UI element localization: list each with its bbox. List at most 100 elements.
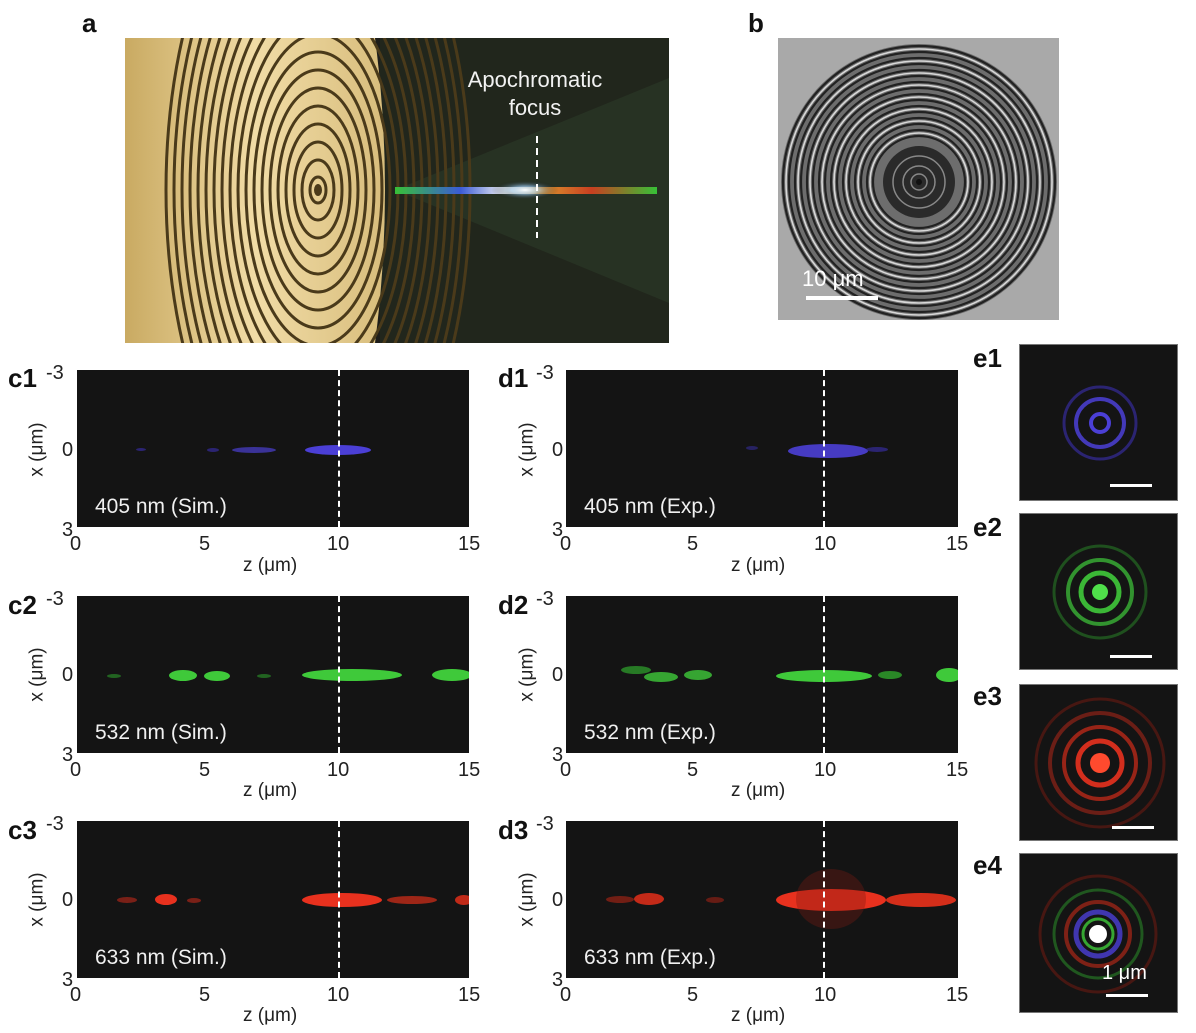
psf-panel-e4: 1 μm — [1019, 853, 1178, 1013]
focus-spot — [187, 898, 201, 903]
panel-label-d3: d3 — [498, 815, 529, 845]
x-tick: 15 — [946, 533, 969, 555]
x-tick: 10 — [327, 984, 350, 1006]
psf-panel-e2 — [1019, 513, 1178, 670]
psf-rings — [1052, 544, 1148, 640]
focus-spot — [621, 666, 651, 674]
focus-spot — [788, 444, 868, 458]
plot-c1: 405 nm (Sim.) — [77, 370, 469, 527]
focus-spot — [706, 897, 724, 903]
x-tick: 10 — [327, 759, 350, 781]
focus-spot — [684, 670, 712, 680]
focus-spot — [796, 869, 866, 929]
x-axis-label: z (μm) — [731, 780, 786, 801]
plot-c3: 633 nm (Sim.) — [77, 821, 469, 978]
x-tick: 10 — [814, 533, 837, 555]
focus-line — [338, 370, 340, 527]
scalebar-e4-label: 1 μm — [1102, 962, 1147, 984]
y-tick: 3 — [62, 744, 74, 766]
y-tick: -3 — [46, 362, 64, 384]
scalebar-b-label: 10 μm — [802, 266, 864, 291]
plot-d1: 405 nm (Exp.) — [566, 370, 958, 527]
sem-rings — [781, 44, 1057, 320]
y-tick: 3 — [62, 969, 74, 991]
focus-spot — [886, 893, 956, 907]
y-tick: 0 — [552, 889, 564, 911]
focus-spot — [107, 674, 121, 678]
psf-panel-e1 — [1019, 344, 1178, 501]
x-axis-label: z (μm) — [243, 555, 298, 576]
x-axis-label: z (μm) — [731, 555, 786, 576]
panel-label-c3: c3 — [8, 815, 37, 845]
focus-spot — [204, 671, 230, 681]
focus-spot — [207, 448, 219, 452]
apochromatic-focus-annotation: Apochromatic focus — [415, 66, 655, 122]
y-tick: 3 — [552, 969, 564, 991]
x-tick: 15 — [458, 984, 481, 1006]
annotation-line-1: Apochromatic — [467, 67, 603, 92]
x-tick: 10 — [814, 759, 837, 781]
scalebar-e1 — [1110, 484, 1152, 487]
x-tick: 5 — [687, 533, 699, 555]
x-tick: 5 — [199, 533, 211, 555]
focus-spot — [606, 896, 634, 903]
x-tick: 15 — [458, 533, 481, 555]
x-tick: 0 — [70, 984, 82, 1006]
panel-label-e4: e4 — [973, 850, 1002, 880]
focus-spot — [644, 672, 678, 682]
scalebar-e2 — [1110, 655, 1152, 658]
panel-label-c1: c1 — [8, 363, 37, 393]
focus-line — [338, 821, 340, 978]
y-tick: 0 — [62, 889, 74, 911]
x-tick: 15 — [946, 984, 969, 1006]
panel-label-a: a — [82, 8, 97, 38]
x-tick: 10 — [814, 984, 837, 1006]
x-axis-label: z (μm) — [243, 780, 298, 801]
x-axis-label: z (μm) — [243, 1005, 298, 1026]
focus-line — [823, 596, 825, 753]
plot-d3: 633 nm (Exp.) — [566, 821, 958, 978]
panel-a-image: Apochromatic focus — [125, 38, 669, 343]
y-tick: 3 — [62, 519, 74, 541]
y-tick: 3 — [552, 744, 564, 766]
focus-spot — [387, 896, 437, 904]
psf-rings — [1034, 697, 1166, 829]
y-tick: -3 — [536, 362, 554, 384]
panel-b-sem-image: 10 μm — [778, 38, 1059, 320]
panel-label-e3: e3 — [973, 681, 1002, 711]
focus-line — [823, 821, 825, 978]
focus-spot — [878, 671, 902, 679]
plot-d2: 532 nm (Exp.) — [566, 596, 958, 753]
focus-spot — [257, 674, 271, 678]
x-tick: 0 — [560, 533, 572, 555]
focus-spot — [117, 897, 137, 903]
x-tick: 5 — [199, 759, 211, 781]
focus-spot — [776, 889, 886, 911]
x-tick: 5 — [687, 759, 699, 781]
focus-line — [338, 596, 340, 753]
scalebar-e3 — [1112, 826, 1154, 829]
y-axis-label: x (μm) — [26, 422, 48, 477]
scalebar-b — [806, 296, 878, 300]
x-tick: 5 — [687, 984, 699, 1006]
focus-spot — [232, 447, 276, 453]
y-tick: -3 — [536, 813, 554, 835]
focus-spot — [866, 447, 888, 452]
y-tick: 0 — [552, 439, 564, 461]
y-tick: -3 — [46, 588, 64, 610]
panel-label-d1: d1 — [498, 363, 529, 393]
wavelength-label: 532 nm (Exp.) — [584, 721, 716, 744]
panel-label-d2: d2 — [498, 590, 529, 620]
x-tick: 0 — [560, 984, 572, 1006]
wavelength-label: 532 nm (Sim.) — [95, 721, 227, 744]
psf-rings-combined — [1038, 874, 1158, 994]
metalens-rendering — [125, 38, 669, 343]
x-tick: 15 — [458, 759, 481, 781]
wavelength-label: 633 nm (Sim.) — [95, 946, 227, 969]
panel-label-c2: c2 — [8, 590, 37, 620]
focus-spot — [155, 894, 177, 905]
panel-label-b: b — [748, 8, 764, 38]
focus-spot — [302, 893, 382, 907]
focus-line — [823, 370, 825, 527]
scalebar-e4 — [1106, 994, 1148, 997]
